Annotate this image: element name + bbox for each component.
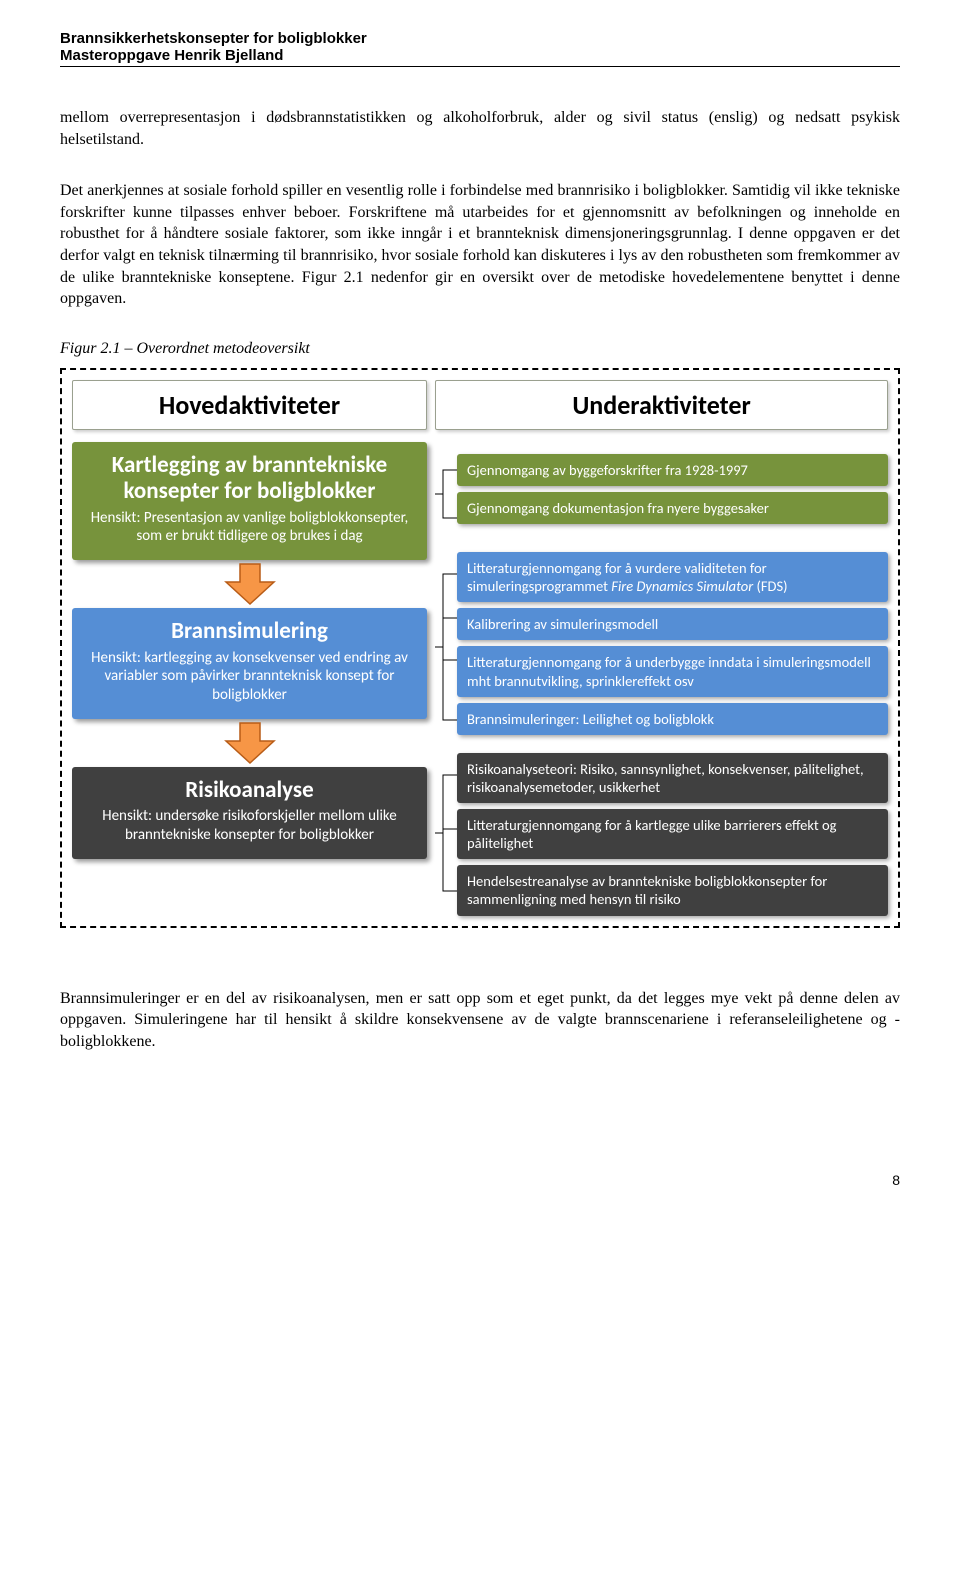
sub-activity: Litteraturgjennomgang for å vurdere vali… (457, 552, 888, 602)
left-column-header: Hovedaktiviteter (72, 380, 427, 430)
body-paragraph-1: mellom overrepresentasjon i dødsbrannsta… (60, 107, 900, 150)
sub-activity: Litteraturgjennomgang for å underbygge i… (457, 646, 888, 696)
header-subtitle: Masteroppgave Henrik Bjelland (60, 47, 900, 67)
main-activity-3-title: Risikoanalyse (88, 777, 411, 803)
bracket-connector-icon (435, 552, 457, 735)
sub-activity: Litteraturgjennomgang for å kartlegge ul… (457, 809, 888, 859)
figure-caption: Figur 2.1 – Overordnet metodeoversikt (60, 340, 900, 358)
main-activity-2-title: Brannsimulering (88, 618, 411, 644)
right-column-header: Underaktiviteter (435, 380, 888, 430)
bracket-connector-icon (435, 454, 457, 524)
main-activity-2-desc: Hensikt: kartlegging av konsekvenser ved… (88, 649, 411, 705)
sub-activity: Kalibrering av simuleringsmodell (457, 608, 888, 640)
page-number: 8 (60, 1172, 900, 1188)
main-activity-1-title: Kartlegging av branntekniske konsepter f… (88, 452, 411, 505)
arrow-down-icon (72, 562, 427, 606)
main-activity-1: Kartlegging av branntekniske konsepter f… (72, 442, 427, 560)
method-diagram: Hovedaktiviteter Kartlegging av branntek… (60, 368, 900, 928)
body-paragraph-3: Brannsimuleringer er en del av risikoana… (60, 988, 900, 1053)
sub-activity-text: Litteraturgjennomgang for å vurdere vali… (467, 559, 788, 595)
sub-activity: Hendelsestreanalyse av branntekniske bol… (457, 865, 888, 915)
main-activity-3: Risikoanalyse Hensikt: undersøke risikof… (72, 767, 427, 859)
sub-group-3: Risikoanalyseteori: Risiko, sannsynlighe… (435, 753, 888, 916)
sub-group-1: Gjennomgang av byggeforskrifter fra 1928… (435, 454, 888, 524)
sub-group-2: Litteraturgjennomgang for å vurdere vali… (435, 552, 888, 735)
sub-activity: Risikoanalyseteori: Risiko, sannsynlighe… (457, 753, 888, 803)
arrow-down-icon (72, 721, 427, 765)
main-activity-1-desc: Hensikt: Presentasjon av vanlige boligbl… (88, 509, 411, 547)
sub-activity: Gjennomgang dokumentasjon fra nyere bygg… (457, 492, 888, 524)
bracket-connector-icon (435, 753, 457, 916)
sub-activity: Brannsimuleringer: Leilighet og boligblo… (457, 703, 888, 735)
header-title: Brannsikkerhetskonsepter for boligblokke… (60, 30, 900, 47)
main-activity-3-desc: Hensikt: undersøke risikoforskjeller mel… (88, 807, 411, 845)
main-activity-2: Brannsimulering Hensikt: kartlegging av … (72, 608, 427, 719)
sub-activity: Gjennomgang av byggeforskrifter fra 1928… (457, 454, 888, 486)
body-paragraph-2: Det anerkjennes at sosiale forhold spill… (60, 180, 900, 310)
diagram-left-column: Hovedaktiviteter Kartlegging av branntek… (72, 380, 427, 916)
diagram-right-column: Underaktiviteter Gjennomgang av byggefor… (435, 380, 888, 916)
